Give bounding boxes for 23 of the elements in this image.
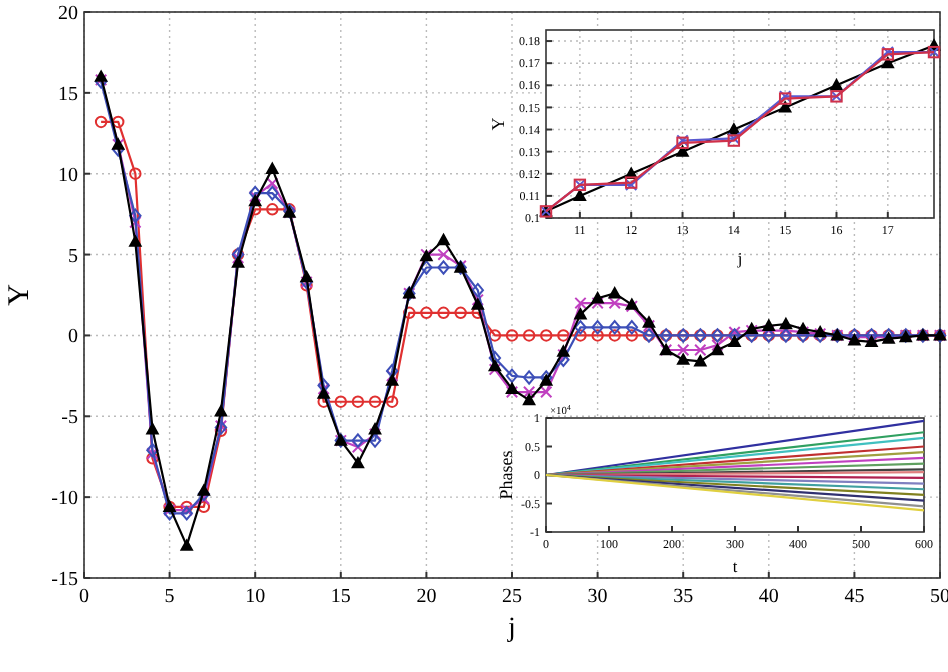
x-tick-label: 35 <box>673 586 694 608</box>
x-tick-label: 30 <box>587 586 608 608</box>
y-tick-label: 20 <box>58 3 78 25</box>
x-axis-title: j <box>506 614 516 644</box>
x-tick-label: 5 <box>164 586 175 608</box>
y-tick-label: -5 <box>61 407 78 430</box>
x-tick-label: 40 <box>758 586 779 608</box>
x-tick-label: 25 <box>502 586 522 608</box>
y-tick-label: -10 <box>51 488 78 511</box>
x-axis-title: t <box>732 558 739 576</box>
y-tick-label: -15 <box>51 569 78 591</box>
y-tick-label: 15 <box>58 83 78 106</box>
y-tick-label: 10 <box>58 164 78 187</box>
y-tick-label: 5 <box>68 245 78 268</box>
y-tick-label: 0 <box>68 326 78 349</box>
y-axis-title: Phases <box>496 449 516 500</box>
x-tick-label: 20 <box>416 586 437 608</box>
y-axis-title: Y <box>4 283 36 306</box>
x-tick-label: 15 <box>330 586 351 608</box>
y-axis-title: Y <box>488 116 508 131</box>
x-tick-label: 10 <box>245 586 266 608</box>
x-axis-title: j <box>735 250 743 268</box>
x-tick-label: 45 <box>844 586 865 608</box>
